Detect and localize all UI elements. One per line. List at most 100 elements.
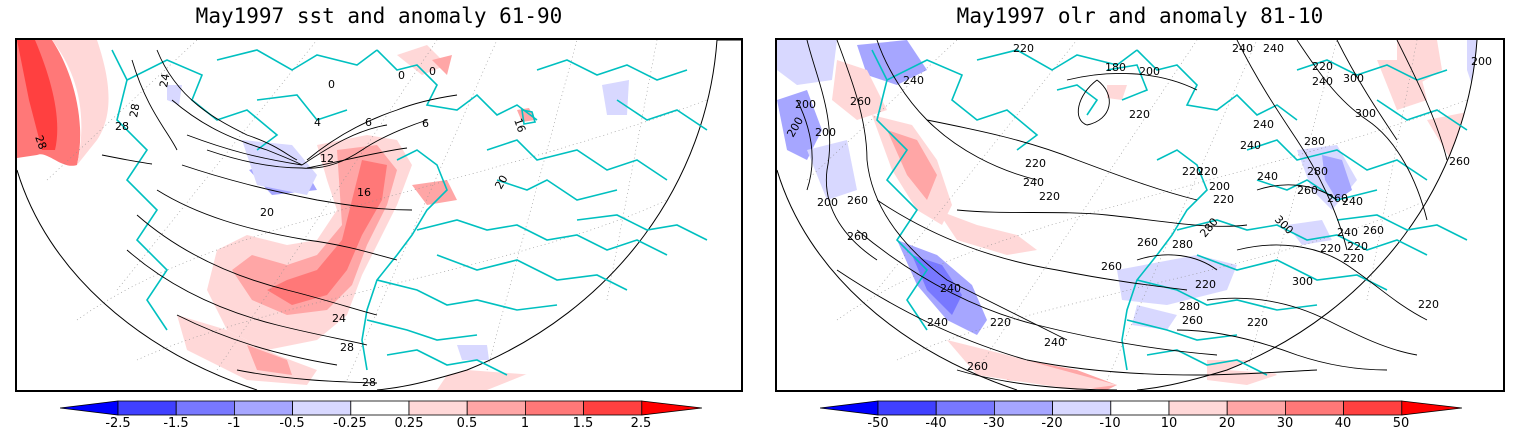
colorbar-segment	[1110, 400, 1170, 416]
contour-label: 240	[1257, 170, 1278, 183]
colorbar-segment	[175, 400, 235, 416]
colorbar-segment	[524, 400, 584, 416]
contour-label: 24	[332, 312, 346, 325]
contour-label: 260	[850, 95, 871, 108]
contour-label: 200	[817, 196, 838, 209]
contour-label: 0	[429, 65, 436, 78]
contour-label: 300	[1343, 72, 1364, 85]
contour-label: 260	[1137, 236, 1158, 249]
colorbar-label: 0.25	[394, 416, 424, 431]
right-colorbar	[820, 400, 1462, 416]
contour-label: 12	[320, 152, 334, 165]
colorbar-label: -50	[867, 416, 889, 431]
colorbar-segment	[233, 400, 293, 416]
contour-label: 280	[1172, 238, 1193, 251]
right-map-title: May1997 olr and anomaly 81-10	[956, 4, 1324, 28]
contour-label: 28	[362, 376, 376, 389]
contour-label: 220	[1013, 42, 1034, 55]
coastlines	[871, 49, 1468, 376]
contour-label: 0	[328, 78, 335, 91]
contour-label: 280	[1304, 135, 1325, 148]
colorbar-segment	[935, 400, 995, 416]
contour-label: 240	[1342, 195, 1363, 208]
colorbar-segment	[1284, 400, 1344, 416]
contour-label: 200	[1209, 180, 1230, 193]
colorbar-label: 30	[1276, 416, 1294, 431]
colorbar-label: 20	[1218, 416, 1236, 431]
contour-label: 240	[1253, 118, 1274, 131]
colorbar-segment	[408, 400, 468, 416]
contour-label: 260	[847, 230, 868, 243]
contour-label: 220	[1347, 240, 1368, 253]
colorbar-segment	[820, 400, 879, 416]
contour-label: 0	[398, 69, 405, 82]
contour-label: 240	[940, 282, 961, 295]
colorbar-label: -0.5	[279, 416, 305, 431]
colorbar-segment	[60, 400, 119, 416]
colorbar-segment	[350, 400, 410, 416]
colorbar-label: -2.5	[105, 416, 131, 431]
contour-label: 280	[1197, 215, 1220, 239]
contour-label: 220	[1213, 193, 1234, 206]
colorbar-segment	[1168, 400, 1228, 416]
contour-label: 20	[260, 206, 274, 219]
colorbar-segment	[117, 400, 177, 416]
contour-label: 28	[340, 341, 354, 354]
contour-label: 220	[1197, 165, 1218, 178]
contour-label: 260	[847, 194, 868, 207]
contour-label: 200	[1471, 55, 1492, 68]
contour-label: 6	[365, 116, 372, 129]
contour-label: 240	[927, 316, 948, 329]
contour-label: 240	[1044, 336, 1065, 349]
colorbar-label: -10	[1099, 416, 1121, 431]
right-map-panel: 240 240 240 200 200 260 220 200 180 200 …	[775, 38, 1505, 392]
colorbar-segment	[1052, 400, 1112, 416]
contour-label: 240	[903, 74, 924, 87]
colorbar-segment	[1401, 400, 1462, 416]
colorbar-label: 0.5	[456, 416, 478, 431]
contour-label: 200	[795, 98, 816, 111]
contour-label: 280	[1307, 165, 1328, 178]
olr-anomaly-map: 240 240 240 200 200 260 220 200 180 200 …	[777, 40, 1503, 390]
left-colorbar	[60, 400, 702, 416]
colorbar-segment	[466, 400, 526, 416]
contour-label: 240	[1337, 226, 1358, 239]
sst-contours	[101, 49, 458, 384]
contour-label: 220	[1195, 278, 1216, 291]
contour-label: 220	[1418, 298, 1439, 311]
contour-label: 240	[1263, 42, 1284, 55]
colorbar-segments	[820, 400, 1462, 416]
colorbar-label: -1.5	[163, 416, 189, 431]
contour-label: 180	[1105, 61, 1126, 74]
contour-label: 220	[990, 316, 1011, 329]
contour-label: 220	[1182, 165, 1203, 178]
colorbar-segment	[1226, 400, 1286, 416]
sst-contour-labels: 28 28 24 28 4 6 12 16 20 24 28 28 0 0 6 …	[32, 65, 528, 389]
colorbar-label: -1	[227, 416, 241, 431]
left-map-title: May1997 sst and anomaly 61-90	[195, 4, 563, 28]
colorbar-label: 1.5	[572, 416, 594, 431]
contour-label: 260	[1449, 155, 1470, 168]
contour-label: 300	[1292, 275, 1313, 288]
contour-label: 200	[1139, 65, 1160, 78]
colorbar-segments	[60, 400, 702, 416]
colorbar-segment	[641, 400, 702, 416]
contour-label: 28	[32, 134, 49, 152]
colorbar-segment	[292, 400, 352, 416]
olr-contour-labels: 240 240 240 200 200 260 220 200 180 200 …	[784, 42, 1492, 373]
colorbar-label: -40	[925, 416, 947, 431]
contour-label: 280	[1179, 300, 1200, 313]
coastlines	[111, 49, 708, 376]
colorbar-label: 50	[1392, 416, 1410, 431]
colorbar-label: 10	[1160, 416, 1178, 431]
contour-label: 28	[115, 120, 129, 133]
contour-label: 220	[1129, 108, 1150, 121]
colorbar-label: -20	[1041, 416, 1063, 431]
left-map-panel: 28 28 24 28 4 6 12 16 20 24 28 28 0 0 6 …	[15, 38, 743, 392]
contour-label: 6	[422, 117, 429, 130]
colorbar-segment	[877, 400, 937, 416]
contour-label: 260	[1182, 314, 1203, 327]
sst-anomaly-map: 28 28 24 28 4 6 12 16 20 24 28 28 0 0 6 …	[17, 40, 741, 390]
colorbar-label: -30	[983, 416, 1005, 431]
contour-label: 220	[1039, 190, 1060, 203]
